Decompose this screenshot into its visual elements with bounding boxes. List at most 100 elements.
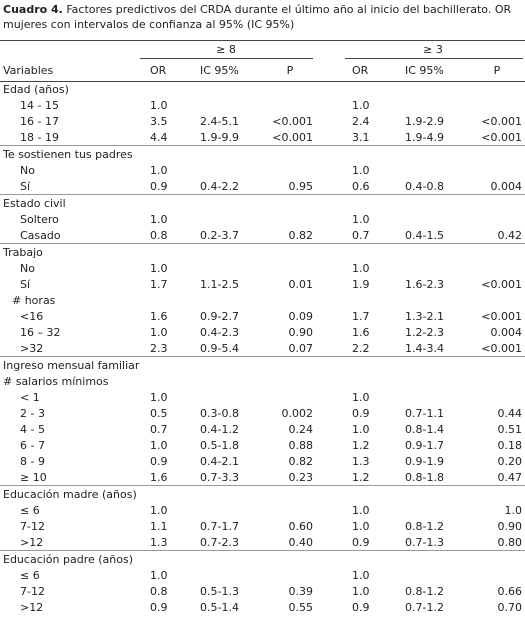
- cell: 0.8-1.4: [405, 423, 444, 436]
- cell: 0.8-1.2: [405, 585, 444, 598]
- cell: 2.2: [352, 342, 370, 355]
- row-label: No: [20, 262, 35, 275]
- column-header: IC 95%: [200, 64, 239, 77]
- cell: 0.23: [288, 471, 314, 484]
- cell: 0.4-0.8: [405, 180, 444, 193]
- caption: Cuadro 4. Factores predictivos del CRDA …: [3, 2, 521, 32]
- section-rule: [0, 243, 525, 244]
- cell: 0.8-1.2: [405, 520, 444, 533]
- cell: 1.0: [352, 262, 370, 275]
- section-title: Te sostienen tus padres: [3, 148, 133, 161]
- top-rule: [0, 40, 525, 41]
- row-label: <16: [20, 310, 44, 323]
- row-label: >32: [20, 342, 44, 355]
- cell: 0.47: [497, 471, 523, 484]
- cell: 1.6: [352, 326, 370, 339]
- cell: 0.5-1.3: [200, 585, 239, 598]
- section-rule: [0, 145, 525, 146]
- row-label: 6 - 7: [20, 439, 45, 452]
- cell: <0.001: [481, 342, 522, 355]
- cell: 0.60: [288, 520, 314, 533]
- cell: 1.0: [352, 99, 370, 112]
- cell: 1.0: [150, 262, 168, 275]
- cell: 1.9: [352, 278, 370, 291]
- section-title: Educación padre (años): [3, 553, 134, 566]
- group-header: ≥ 8: [216, 43, 236, 56]
- cell: 0.88: [288, 439, 314, 452]
- cell: 0.40: [288, 536, 314, 549]
- cell: 4.4: [150, 131, 168, 144]
- cell: 1.9-4.9: [405, 131, 444, 144]
- section-rule: [0, 550, 525, 551]
- row-label: < 1: [20, 391, 40, 404]
- section-title: Estado civil: [3, 197, 66, 210]
- cell: 0.82: [288, 455, 314, 468]
- cell: 1.0: [150, 213, 168, 226]
- cell: 1.6-2.3: [405, 278, 444, 291]
- row-label: 18 - 19: [20, 131, 59, 144]
- row-label: 8 - 9: [20, 455, 45, 468]
- row-label: Sí: [20, 180, 31, 193]
- cell: 0.5: [150, 407, 168, 420]
- cell: 0.2-3.7: [200, 229, 239, 242]
- cell: 0.4-1.5: [405, 229, 444, 242]
- section-title: Ingreso mensual familiar: [3, 359, 140, 372]
- cell: 0.9-1.9: [405, 455, 444, 468]
- row-label: 14 - 15: [20, 99, 59, 112]
- cell: 0.66: [497, 585, 523, 598]
- row-label: ≥ 10: [20, 471, 47, 484]
- caption-text: Factores predictivos del CRDA durante el…: [3, 3, 512, 31]
- cell: 0.5-1.8: [200, 439, 239, 452]
- cell: 0.51: [497, 423, 523, 436]
- cell: <0.001: [272, 115, 313, 128]
- column-header: IC 95%: [405, 64, 444, 77]
- column-header: OR: [150, 64, 167, 77]
- section-rule: [0, 485, 525, 486]
- cell: 0.5-1.4: [200, 601, 239, 614]
- row-label: >12: [20, 536, 44, 549]
- cell: 1.0: [352, 423, 370, 436]
- cell: 0.9: [352, 601, 370, 614]
- section-rule: [0, 356, 525, 357]
- cell: 1.0: [352, 213, 370, 226]
- cell: 1.0: [352, 504, 370, 517]
- cell: 0.8: [150, 585, 168, 598]
- cell: 1.7: [352, 310, 370, 323]
- section-title: Trabajo: [3, 246, 43, 259]
- cell: 0.82: [288, 229, 314, 242]
- cell: 1.0: [352, 164, 370, 177]
- cell: 1.0: [352, 585, 370, 598]
- cell: 1.0: [150, 439, 168, 452]
- cell: 0.07: [288, 342, 314, 355]
- cell: 1.0: [150, 569, 168, 582]
- cell: 0.8: [150, 229, 168, 242]
- cell: 1.0: [504, 504, 523, 517]
- group-rule: [140, 58, 313, 59]
- cell: 0.7: [352, 229, 370, 242]
- column-header: P: [286, 64, 294, 77]
- row-label: Sí: [20, 278, 31, 291]
- row-label: 4 - 5: [20, 423, 45, 436]
- cell: <0.001: [481, 115, 522, 128]
- cell: 1.0: [150, 99, 168, 112]
- cell: 0.9: [150, 601, 168, 614]
- cell: 2.4: [352, 115, 370, 128]
- cell: 1.7: [150, 278, 168, 291]
- caption-label: Cuadro 4.: [3, 3, 63, 16]
- cell: <0.001: [481, 131, 522, 144]
- row-label: ≤ 6: [20, 504, 40, 517]
- cell: 0.7-3.3: [200, 471, 239, 484]
- cell: 0.002: [281, 407, 314, 420]
- cell: 0.01: [288, 278, 314, 291]
- cell: 1.2-2.3: [405, 326, 444, 339]
- cell: 0.9-1.7: [405, 439, 444, 452]
- column-header: Variables: [3, 64, 54, 77]
- column-header: P: [493, 64, 501, 77]
- row-label: No: [20, 164, 35, 177]
- row-label: 7-12: [20, 520, 45, 533]
- row-label: 2 - 3: [20, 407, 45, 420]
- cell: 0.7-1.3: [405, 536, 444, 549]
- cell: 1.6: [150, 471, 168, 484]
- cell: 0.7-1.7: [200, 520, 239, 533]
- cell: 0.7-1.1: [405, 407, 444, 420]
